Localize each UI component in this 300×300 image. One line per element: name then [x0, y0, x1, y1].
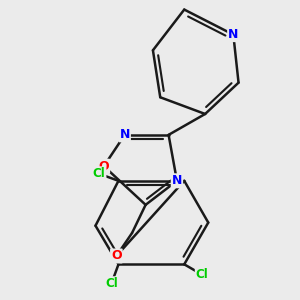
Text: O: O: [98, 160, 109, 173]
Text: N: N: [228, 28, 238, 41]
Text: N: N: [119, 128, 130, 141]
Text: Cl: Cl: [105, 277, 118, 290]
Text: O: O: [111, 250, 122, 262]
Text: N: N: [172, 174, 182, 187]
Text: Cl: Cl: [196, 268, 208, 281]
Text: Cl: Cl: [93, 167, 106, 180]
